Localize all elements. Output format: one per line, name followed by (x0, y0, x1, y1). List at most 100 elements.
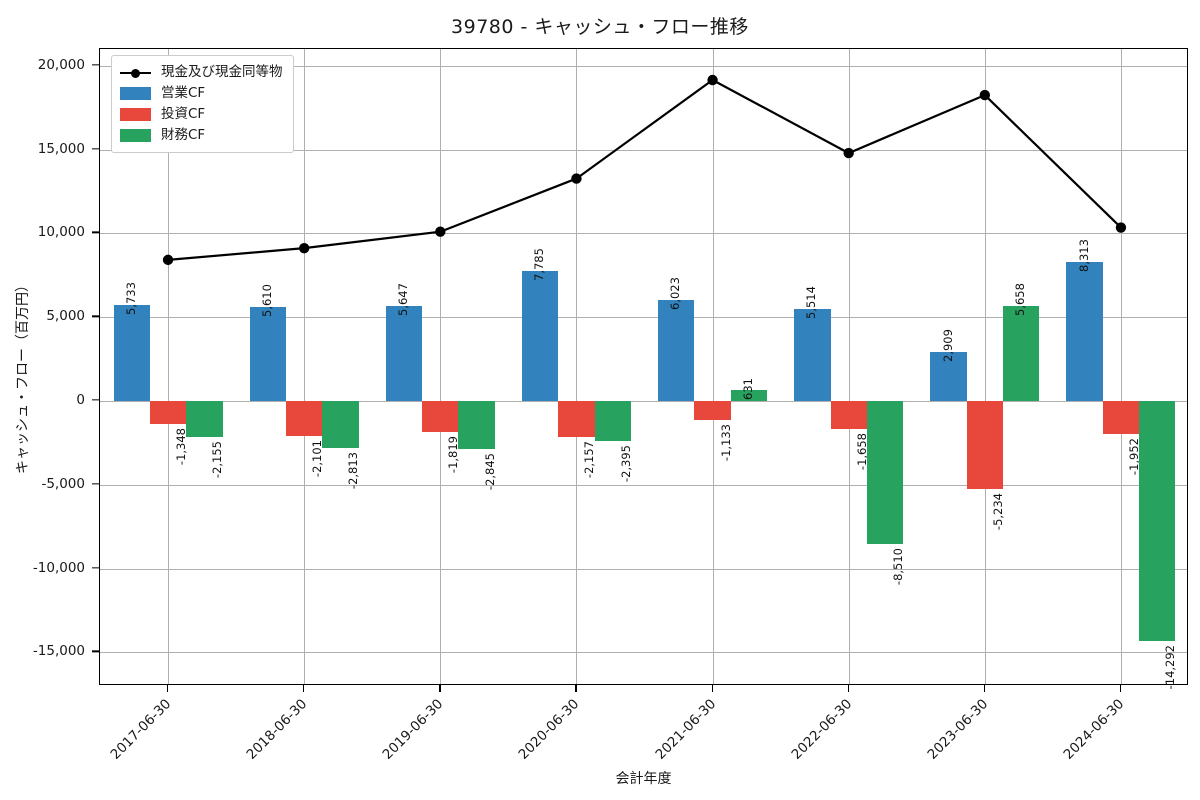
bar (385, 306, 423, 402)
bar (422, 401, 459, 432)
bar-value-label: -1,952 (1126, 437, 1141, 475)
bar-value-label: 6,023 (668, 277, 683, 311)
y-tick-mark (92, 231, 99, 234)
cash-line-marker (1115, 222, 1127, 233)
x-tick-label: 2022-06-30 (788, 696, 856, 763)
bar-value-label: -1,819 (446, 435, 461, 473)
bar (458, 401, 495, 449)
bar-value-label: -5,234 (990, 492, 1005, 530)
bar-value-label: 5,610 (259, 284, 274, 317)
cash-line-path (167, 78, 1122, 261)
bar-value-label: 5,647 (396, 283, 410, 317)
bar (558, 401, 595, 438)
legend-item[interactable]: 現金及び現金同等物 (120, 62, 283, 83)
bar (694, 401, 731, 420)
y-tick-mark (92, 567, 99, 569)
y-tick-mark (92, 483, 99, 485)
x-axis-label: 会計年度 (615, 771, 672, 787)
y-tick-mark (92, 64, 99, 66)
cash-line-marker (435, 226, 446, 237)
y-tick-mark (92, 147, 99, 150)
x-tick-mark (711, 685, 713, 692)
y-tick-mark (92, 315, 99, 317)
x-tick-mark (167, 685, 169, 692)
gridline-horizontal (100, 484, 1187, 486)
bar (286, 401, 323, 437)
bar (830, 401, 867, 429)
bar (149, 401, 187, 424)
bar-value-label: -2,845 (482, 452, 497, 490)
legend-item[interactable]: 財務CF (120, 125, 283, 146)
bar (658, 300, 695, 401)
bar (322, 401, 359, 449)
gridline-vertical (304, 49, 306, 684)
bar-value-label: -2,157 (582, 441, 597, 479)
gridline-horizontal (100, 652, 1187, 654)
chart-legend: 現金及び現金同等物 営業CF 投資CF 財務CF (111, 55, 294, 153)
bar-value-label: -2,813 (346, 452, 361, 490)
bar-value-label: -2,101 (310, 440, 325, 478)
x-tick-label: 2018-06-30 (243, 696, 311, 763)
bar (186, 401, 223, 438)
legend-item[interactable]: 投資CF (120, 104, 283, 125)
x-tick-mark (847, 685, 849, 692)
bar-value-label: 8,313 (1076, 238, 1091, 272)
x-tick-mark (983, 685, 986, 692)
bar (866, 401, 904, 544)
legend-line-marker-icon (120, 66, 151, 79)
x-tick-label: 2024-06-30 (1060, 696, 1128, 763)
y-tick-label: -10,000 (32, 559, 85, 576)
gridline-vertical (712, 49, 714, 684)
legend-item[interactable]: 営業CF (120, 83, 283, 104)
bar-value-label: 7,785 (532, 247, 547, 281)
bar-value-label: 2,909 (940, 329, 955, 363)
bar (966, 401, 1003, 489)
y-axis-label: キャッシュ・フロー（百万円） (15, 278, 31, 474)
legend-color-swatch (120, 87, 151, 100)
bar-value-label: -8,510 (890, 547, 905, 585)
bar-value-label: -2,155 (210, 441, 225, 479)
bar (794, 308, 831, 402)
gridline-vertical (440, 49, 442, 684)
gridline-horizontal (100, 317, 1187, 319)
gridline-vertical (1120, 49, 1122, 684)
x-tick-label: 2017-06-30 (107, 696, 175, 763)
bar-value-label: -2,395 (618, 445, 633, 483)
legend-label: 投資CF (161, 105, 206, 122)
bar (521, 270, 559, 402)
y-tick-label: -15,000 (32, 643, 85, 660)
y-tick-label: -5,000 (41, 475, 85, 492)
bar (1102, 401, 1140, 434)
y-tick-label: 0 (76, 392, 85, 409)
y-tick-label: 5,000 (46, 308, 85, 325)
bar (730, 390, 767, 401)
gridline-horizontal (100, 233, 1187, 235)
x-tick-mark (439, 685, 441, 692)
x-tick-mark (1119, 685, 1122, 692)
bar (930, 352, 967, 401)
legend-label: 営業CF (161, 84, 206, 101)
y-tick-mark (92, 399, 99, 401)
cash-line-marker (707, 74, 718, 86)
x-tick-label: 2019-06-30 (379, 696, 447, 763)
y-axis: 20,000 15,000 10,000 5,000 0 -5,000 -10,000 -15… (0, 48, 99, 685)
x-axis: 2017-06-30 2018-06-30 2019-06-30 2020-06-30… (99, 685, 1188, 800)
legend-color-swatch (120, 129, 151, 142)
y-tick-label: 15,000 (37, 140, 85, 157)
cash-line-marker (571, 173, 582, 184)
plot-area: 5,733 5,610 5,647 7,785 6,023 5,514 2,909 8,313… (99, 48, 1188, 689)
bar-value-label: 631 (740, 378, 755, 401)
gridline-vertical (576, 49, 578, 684)
cash-line-marker (843, 147, 854, 159)
bar (1139, 401, 1176, 641)
x-tick-label: 2020-06-30 (515, 696, 583, 763)
bar (1066, 261, 1103, 402)
chart-title: 39780 - キャッシュ・フロー推移 (451, 16, 749, 38)
gridline-horizontal (100, 568, 1187, 570)
bar-value-label: 5,658 (1013, 283, 1028, 317)
bar (1002, 306, 1040, 402)
bar-value-label: 5,514 (804, 285, 819, 319)
gridline-horizontal (100, 401, 1187, 403)
bar (249, 306, 287, 402)
